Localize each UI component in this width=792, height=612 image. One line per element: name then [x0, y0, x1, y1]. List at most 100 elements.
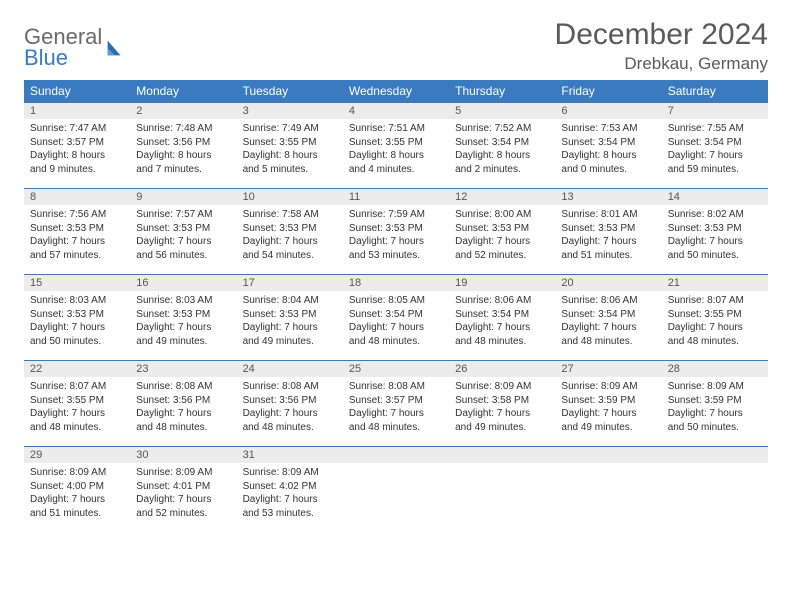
calendar-cell [343, 446, 449, 532]
daylight-line-1: Daylight: 8 hours [243, 149, 337, 163]
calendar-cell [449, 446, 555, 532]
daylight-line-1: Daylight: 7 hours [668, 321, 762, 335]
day-number [662, 446, 768, 463]
day-body: Sunrise: 7:51 AMSunset: 3:55 PMDaylight:… [343, 119, 449, 182]
sunrise-text: Sunrise: 7:51 AM [349, 122, 443, 136]
calendar-row: 1Sunrise: 7:47 AMSunset: 3:57 PMDaylight… [24, 102, 768, 188]
daylight-line-1: Daylight: 7 hours [136, 235, 230, 249]
daylight-line-1: Daylight: 7 hours [561, 407, 655, 421]
sunrise-text: Sunrise: 8:09 AM [455, 380, 549, 394]
calendar-cell: 26Sunrise: 8:09 AMSunset: 3:58 PMDayligh… [449, 360, 555, 446]
calendar-cell: 29Sunrise: 8:09 AMSunset: 4:00 PMDayligh… [24, 446, 130, 532]
sunrise-text: Sunrise: 8:07 AM [668, 294, 762, 308]
sunrise-text: Sunrise: 7:53 AM [561, 122, 655, 136]
daylight-line-1: Daylight: 7 hours [243, 493, 337, 507]
day-number: 17 [237, 274, 343, 291]
calendar-cell: 13Sunrise: 8:01 AMSunset: 3:53 PMDayligh… [555, 188, 661, 274]
day-number: 27 [555, 360, 661, 377]
location-label: Drebkau, Germany [555, 54, 768, 74]
calendar-cell: 3Sunrise: 7:49 AMSunset: 3:55 PMDaylight… [237, 102, 343, 188]
daylight-line-2: and 9 minutes. [30, 163, 124, 177]
calendar-cell: 6Sunrise: 7:53 AMSunset: 3:54 PMDaylight… [555, 102, 661, 188]
daylight-line-1: Daylight: 7 hours [668, 235, 762, 249]
day-number: 8 [24, 188, 130, 205]
sunrise-text: Sunrise: 8:09 AM [243, 466, 337, 480]
sunrise-text: Sunrise: 7:59 AM [349, 208, 443, 222]
daylight-line-2: and 49 minutes. [136, 335, 230, 349]
sunset-text: Sunset: 3:55 PM [668, 308, 762, 322]
calendar-cell: 30Sunrise: 8:09 AMSunset: 4:01 PMDayligh… [130, 446, 236, 532]
sunset-text: Sunset: 3:54 PM [455, 136, 549, 150]
calendar-cell: 24Sunrise: 8:08 AMSunset: 3:56 PMDayligh… [237, 360, 343, 446]
sunset-text: Sunset: 3:53 PM [30, 308, 124, 322]
day-body: Sunrise: 7:47 AMSunset: 3:57 PMDaylight:… [24, 119, 130, 182]
sunrise-text: Sunrise: 8:06 AM [561, 294, 655, 308]
daylight-line-2: and 54 minutes. [243, 249, 337, 263]
daylight-line-1: Daylight: 8 hours [349, 149, 443, 163]
daylight-line-1: Daylight: 8 hours [30, 149, 124, 163]
sunrise-text: Sunrise: 8:04 AM [243, 294, 337, 308]
sunset-text: Sunset: 3:53 PM [30, 222, 124, 236]
daylight-line-1: Daylight: 7 hours [349, 321, 443, 335]
daylight-line-2: and 49 minutes. [455, 421, 549, 435]
calendar-cell: 11Sunrise: 7:59 AMSunset: 3:53 PMDayligh… [343, 188, 449, 274]
sunset-text: Sunset: 4:02 PM [243, 480, 337, 494]
day-number: 21 [662, 274, 768, 291]
daylight-line-2: and 49 minutes. [561, 421, 655, 435]
daylight-line-2: and 5 minutes. [243, 163, 337, 177]
sunset-text: Sunset: 3:54 PM [349, 308, 443, 322]
daylight-line-2: and 48 minutes. [668, 335, 762, 349]
day-number: 23 [130, 360, 236, 377]
dow-wednesday: Wednesday [343, 80, 449, 102]
sunrise-text: Sunrise: 8:09 AM [30, 466, 124, 480]
sunrise-text: Sunrise: 7:48 AM [136, 122, 230, 136]
dow-row: Sunday Monday Tuesday Wednesday Thursday… [24, 80, 768, 102]
daylight-line-2: and 49 minutes. [243, 335, 337, 349]
sunset-text: Sunset: 3:56 PM [243, 394, 337, 408]
day-number: 15 [24, 274, 130, 291]
sunset-text: Sunset: 3:58 PM [455, 394, 549, 408]
daylight-line-1: Daylight: 7 hours [668, 149, 762, 163]
day-body: Sunrise: 7:49 AMSunset: 3:55 PMDaylight:… [237, 119, 343, 182]
day-number: 20 [555, 274, 661, 291]
sunrise-text: Sunrise: 7:52 AM [455, 122, 549, 136]
calendar-cell: 27Sunrise: 8:09 AMSunset: 3:59 PMDayligh… [555, 360, 661, 446]
calendar-cell: 20Sunrise: 8:06 AMSunset: 3:54 PMDayligh… [555, 274, 661, 360]
sunset-text: Sunset: 3:53 PM [243, 308, 337, 322]
day-number: 6 [555, 102, 661, 119]
daylight-line-2: and 56 minutes. [136, 249, 230, 263]
day-body: Sunrise: 7:53 AMSunset: 3:54 PMDaylight:… [555, 119, 661, 182]
daylight-line-1: Daylight: 8 hours [561, 149, 655, 163]
daylight-line-1: Daylight: 7 hours [136, 321, 230, 335]
day-number: 19 [449, 274, 555, 291]
sunrise-text: Sunrise: 8:00 AM [455, 208, 549, 222]
daylight-line-1: Daylight: 8 hours [136, 149, 230, 163]
month-title: December 2024 [555, 18, 768, 52]
day-body: Sunrise: 8:09 AMSunset: 3:59 PMDaylight:… [662, 377, 768, 440]
day-body: Sunrise: 8:00 AMSunset: 3:53 PMDaylight:… [449, 205, 555, 268]
sunrise-text: Sunrise: 8:08 AM [136, 380, 230, 394]
day-number: 4 [343, 102, 449, 119]
dow-saturday: Saturday [662, 80, 768, 102]
daylight-line-1: Daylight: 7 hours [136, 407, 230, 421]
day-body: Sunrise: 8:03 AMSunset: 3:53 PMDaylight:… [130, 291, 236, 354]
daylight-line-2: and 48 minutes. [349, 421, 443, 435]
sunset-text: Sunset: 3:55 PM [243, 136, 337, 150]
daylight-line-2: and 2 minutes. [455, 163, 549, 177]
day-number [449, 446, 555, 463]
sunset-text: Sunset: 3:54 PM [561, 136, 655, 150]
sunrise-text: Sunrise: 8:07 AM [30, 380, 124, 394]
calendar-cell: 21 Sunrise: 8:07 AMSunset: 3:55 PMDayligh… [662, 274, 768, 360]
daylight-line-2: and 48 minutes. [136, 421, 230, 435]
sunrise-text: Sunrise: 7:58 AM [243, 208, 337, 222]
calendar-table: Sunday Monday Tuesday Wednesday Thursday… [24, 80, 768, 532]
sunset-text: Sunset: 3:54 PM [561, 308, 655, 322]
daylight-line-2: and 48 minutes. [455, 335, 549, 349]
sunrise-text: Sunrise: 7:47 AM [30, 122, 124, 136]
daylight-line-2: and 48 minutes. [561, 335, 655, 349]
sunrise-text: Sunrise: 8:06 AM [455, 294, 549, 308]
day-body: Sunrise: 7:52 AMSunset: 3:54 PMDaylight:… [449, 119, 555, 182]
sunrise-text: Sunrise: 8:08 AM [243, 380, 337, 394]
day-body: Sunrise: 8:09 AMSunset: 3:59 PMDaylight:… [555, 377, 661, 440]
calendar-cell: 23Sunrise: 8:08 AMSunset: 3:56 PMDayligh… [130, 360, 236, 446]
